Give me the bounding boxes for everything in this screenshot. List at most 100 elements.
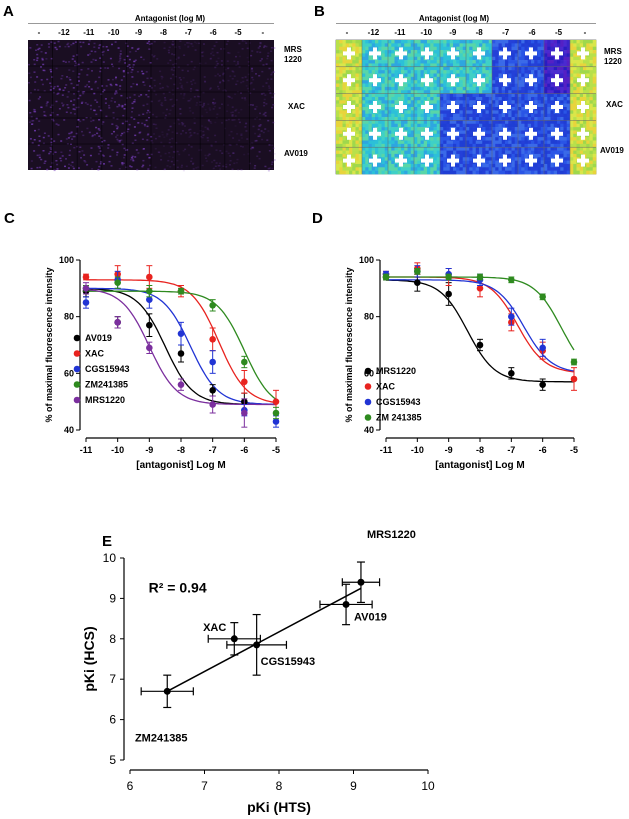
cell-speckle [131,47,134,49]
well-cross [343,105,355,109]
cell-speckle [251,70,254,72]
heat-pixel [414,60,418,64]
heat-pixel [407,153,412,158]
heat-pixel [570,167,574,171]
cell-speckle [173,83,176,86]
heat-pixel [488,113,493,118]
heat-pixel [430,93,434,98]
heat-pixel [537,70,542,74]
heat-pixel [391,117,395,121]
data-point [82,299,90,306]
cell-speckle [160,141,163,144]
heat-pixel [508,150,512,155]
heat-pixel [576,150,581,155]
heat-pixel [485,160,490,165]
heat-pixel [358,50,363,54]
cell-speckle [119,50,122,52]
heat-pixel [518,96,522,101]
cell-speckle [169,98,172,101]
cell-speckle [264,128,267,130]
heat-pixel [544,167,548,171]
heat-pixel [362,113,366,118]
heat-pixel [514,103,519,108]
point-label: ZM241385 [135,732,188,744]
panel-a-tick: -10 [107,28,120,37]
heat-pixel [485,90,490,94]
heat-pixel [511,50,516,54]
cell-speckle [137,122,140,124]
heat-pixel [433,46,438,51]
cell-speckle [103,139,106,142]
heat-pixel [566,140,571,145]
cell-speckle [45,58,48,60]
heat-pixel [384,40,389,44]
heat-pixel [495,83,499,88]
cell-speckle [57,40,60,43]
heat-pixel [550,127,555,131]
heat-pixel [423,167,428,171]
heat-pixel [391,90,395,94]
heat-pixel [420,63,425,68]
heat-pixel [592,103,597,108]
cell-speckle [78,167,80,169]
heat-pixel [540,40,545,44]
y-tick-label: 6 [109,713,116,727]
heat-pixel [566,53,571,58]
cell-speckle [215,64,218,67]
cell-speckle [66,76,68,78]
heat-pixel [375,120,379,125]
heat-pixel [508,140,512,145]
heat-pixel [570,107,574,111]
heat-pixel [336,86,340,91]
heat-pixel [573,163,577,168]
heat-pixel [531,150,535,155]
heat-pixel [336,66,340,71]
heat-pixel [417,103,421,108]
heat-pixel [420,150,425,155]
cell-speckle [93,92,96,95]
heat-pixel [394,70,399,74]
heat-pixel [414,137,418,141]
cell-speckle [117,47,120,49]
heat-pixel [557,86,561,91]
heat-pixel [544,83,548,88]
heat-pixel [531,60,535,64]
cell-speckle [97,128,100,130]
heat-pixel [583,143,587,148]
heat-pixel [345,170,350,175]
cell-speckle [99,67,102,69]
cell-speckle [175,142,178,144]
cell-speckle [65,158,67,160]
cell-speckle [52,153,54,155]
heat-pixel [427,63,431,68]
heat-pixel [518,123,522,128]
heat-pixel [544,143,548,148]
heat-pixel [531,113,535,118]
cell-speckle [177,66,180,68]
cell-speckle [203,134,206,136]
well-cross [343,131,355,136]
heat-pixel [427,66,431,71]
heat-pixel [404,56,408,61]
heat-pixel [589,167,594,171]
cell-speckle [188,107,191,109]
heat-pixel [436,86,441,91]
x-tick-label: -8 [177,445,185,455]
heat-pixel [414,40,418,44]
cell-speckle [250,82,253,84]
heat-pixel [475,90,480,94]
heat-pixel [570,140,574,145]
heat-pixel [365,46,369,51]
cell-speckle [99,57,102,59]
heat-pixel [355,150,360,155]
heat-pixel [469,170,473,175]
well-cross [447,131,459,136]
heat-pixel [469,127,473,131]
heat-pixel [570,120,574,125]
heat-pixel [430,43,434,47]
heat-pixel [488,43,493,47]
heat-pixel [449,66,454,71]
heat-pixel [469,80,473,84]
